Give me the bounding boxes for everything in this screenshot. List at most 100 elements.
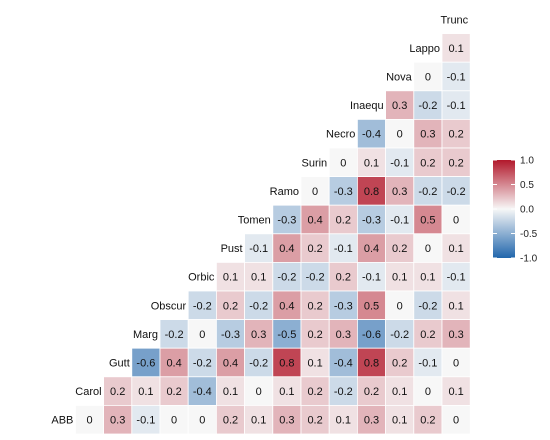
heatmap-cell <box>413 347 443 378</box>
variable-label-lappo: Lappo <box>409 43 440 55</box>
cell-value-label: -0.3 <box>334 300 353 312</box>
cell-value-label: 0.2 <box>307 386 322 398</box>
cell-value-label: 0.2 <box>448 129 463 141</box>
cell-value-label: 0.1 <box>392 415 407 427</box>
cell-value-label: 0.1 <box>392 386 407 398</box>
cell-value-label: -0.1 <box>249 243 268 255</box>
heatmap-cell <box>441 233 471 263</box>
heatmap-cell <box>413 176 443 206</box>
cell-value-label: -0.2 <box>193 358 212 370</box>
heatmap-cell <box>385 176 415 206</box>
cell-value-label: 0.2 <box>223 300 238 312</box>
heatmap-cell <box>244 404 274 435</box>
cell-value-label: -0.2 <box>165 329 184 341</box>
cell-value-label: 0.1 <box>364 157 379 169</box>
heatmap-cell <box>272 376 302 406</box>
heatmap-cell <box>159 347 189 378</box>
cell-value-label: -0.2 <box>390 329 409 341</box>
cell-value-label: -0.3 <box>334 186 353 198</box>
cell-value-label: -0.3 <box>221 329 240 341</box>
heatmap-cell <box>356 347 386 378</box>
cell-value-label: 0 <box>425 72 431 84</box>
cell-value-label: 0.4 <box>307 215 322 227</box>
cell-value-label: 0.4 <box>279 243 294 255</box>
cell-value-label: 0 <box>453 358 459 370</box>
cell-value-label: 0.2 <box>420 157 435 169</box>
heatmap-cell <box>385 376 415 406</box>
heatmap-cell <box>328 376 358 406</box>
cell-value-label: 0.2 <box>307 300 322 312</box>
cell-value-label: 0.1 <box>251 415 266 427</box>
heatmap-cell <box>272 404 302 435</box>
cell-value-label: 0.1 <box>223 386 238 398</box>
heatmap-cell <box>131 404 161 435</box>
variable-label-gutt: Gutt <box>109 358 130 370</box>
cell-value-label: 0 <box>312 186 318 198</box>
legend-tick-label: 1.0 <box>520 156 534 167</box>
cell-value-label: -0.2 <box>418 186 437 198</box>
cell-value-label: 0.4 <box>166 358 181 370</box>
heatmap-cell <box>385 319 415 349</box>
cell-value-label: -0.1 <box>334 243 353 255</box>
heatmap-cell <box>272 204 302 235</box>
cell-value-label: 0.2 <box>420 415 435 427</box>
cell-value-label: -0.4 <box>362 129 381 141</box>
heatmap-cell <box>441 176 471 206</box>
cell-value-label: -0.1 <box>362 272 381 284</box>
heatmap-cell <box>300 204 330 235</box>
cell-value-label: -0.4 <box>193 386 212 398</box>
cell-value-label: 0.3 <box>392 186 407 198</box>
heatmap-cell <box>159 404 189 435</box>
cell-value-label: 0.1 <box>336 415 351 427</box>
cell-value-label: 0.3 <box>392 100 407 112</box>
heatmap-cell <box>215 404 245 435</box>
heatmap-cell <box>272 290 302 321</box>
cell-value-label: -0.3 <box>362 215 381 227</box>
cell-value-label: -0.2 <box>418 300 437 312</box>
cell-value-label: 0.2 <box>307 415 322 427</box>
variable-label-orbic: Orbic <box>188 272 215 284</box>
heatmap-cell <box>413 404 443 435</box>
heatmap-cell <box>159 319 189 349</box>
variable-label-trunc: Trunc <box>440 14 468 26</box>
heatmap-cell <box>244 319 274 349</box>
cell-value-label: 0 <box>171 415 177 427</box>
heatmap-cell <box>356 376 386 406</box>
heatmap-cell <box>441 204 471 235</box>
cell-value-label: 0.1 <box>223 272 238 284</box>
heatmap-cell <box>385 119 415 149</box>
cell-value-label: 0.1 <box>448 243 463 255</box>
cell-value-label: -0.4 <box>334 358 353 370</box>
cell-value-label: 0.2 <box>307 329 322 341</box>
color-legend: 1.0 0.5 0.0 -0.5 -1.0 <box>493 156 538 265</box>
cell-value-label: 0.8 <box>364 358 379 370</box>
cell-value-label: 0.3 <box>364 415 379 427</box>
heatmap-cell <box>328 176 358 206</box>
cell-value-label: 0.3 <box>251 329 266 341</box>
heatmap-cell <box>441 90 471 120</box>
cell-value-label: 0.1 <box>138 386 153 398</box>
heatmap-cell <box>103 404 133 435</box>
variable-label-pust: Pust <box>221 243 243 255</box>
cell-value-label: 0 <box>425 243 431 255</box>
cell-value-label: -0.5 <box>277 329 296 341</box>
variable-label-necro: Necro <box>326 129 355 141</box>
cell-value-label: -0.3 <box>277 215 296 227</box>
cell-value-label: -0.2 <box>249 300 268 312</box>
cell-value-label: 0.1 <box>448 300 463 312</box>
heatmap-cell <box>441 347 471 378</box>
legend-tick-label: -1.0 <box>520 254 538 265</box>
cell-value-label: 0.2 <box>166 386 181 398</box>
cell-value-label: -0.2 <box>447 186 466 198</box>
heatmap-cell <box>300 319 330 349</box>
cell-value-label: -0.2 <box>249 358 268 370</box>
cell-value-label: 0 <box>425 386 431 398</box>
cell-value-label: -0.2 <box>334 386 353 398</box>
cell-value-label: 0.2 <box>420 329 435 341</box>
heatmap-cell <box>441 404 471 435</box>
heatmap-cell <box>244 290 274 321</box>
cell-value-label: -0.1 <box>447 272 466 284</box>
cell-value-label: 0 <box>86 415 92 427</box>
cell-value-label: 0 <box>340 157 346 169</box>
cell-value-label: 0.4 <box>223 358 238 370</box>
